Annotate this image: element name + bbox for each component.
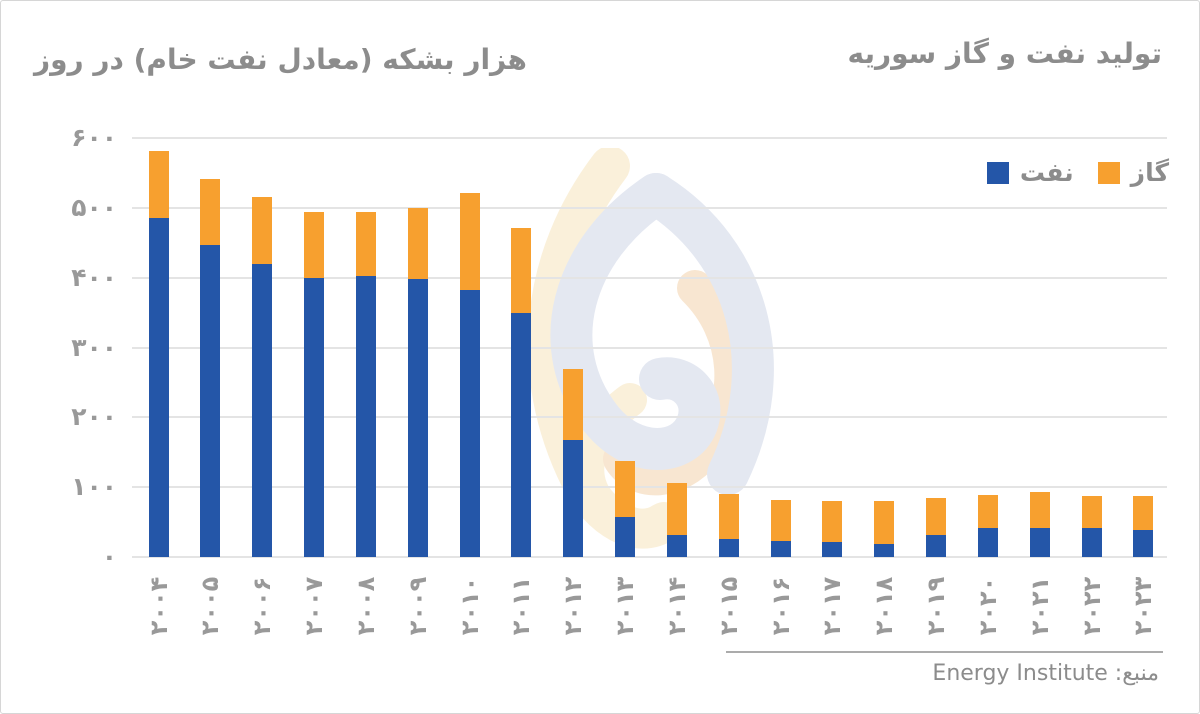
gridline bbox=[132, 137, 1167, 139]
legend-item: نفت bbox=[986, 158, 1074, 187]
bar-segment-oil bbox=[718, 538, 739, 557]
bar-segment-oil bbox=[666, 534, 687, 557]
bar-segment-oil bbox=[770, 540, 791, 557]
gridline bbox=[132, 276, 1167, 279]
x-tick-label: ۲۰۱۴ bbox=[662, 576, 691, 636]
x-tick-label: ۲۰۰۸ bbox=[351, 576, 380, 636]
x-tick-label: ۲۰۱۶ bbox=[766, 576, 795, 636]
bar-segment-oil bbox=[822, 541, 843, 557]
x-tick-label: ۲۰۲۱ bbox=[1025, 576, 1054, 636]
bar-segment-gas bbox=[1029, 492, 1050, 528]
bar-segment-gas bbox=[563, 369, 584, 440]
bar-segment-oil bbox=[355, 275, 376, 557]
bar-segment-gas bbox=[200, 179, 221, 245]
gridline bbox=[132, 416, 1167, 419]
x-tick-label: ۲۰۱۰ bbox=[455, 576, 484, 636]
y-tick-label: ۰ bbox=[101, 542, 117, 571]
y-tick-label: ۴۰۰ bbox=[71, 262, 117, 292]
x-tick-label: ۲۰۱۹ bbox=[922, 576, 951, 636]
legend-swatch bbox=[1097, 161, 1120, 184]
bar-segment-oil bbox=[200, 244, 221, 557]
bar-segment-gas bbox=[304, 212, 325, 278]
bar-segment-oil bbox=[304, 277, 325, 557]
gridline bbox=[132, 486, 1167, 489]
y-tick-label: ۵۰۰ bbox=[71, 192, 117, 222]
bar-segment-oil bbox=[1081, 528, 1102, 557]
bar-segment-oil bbox=[511, 313, 532, 557]
bar-segment-gas bbox=[770, 500, 791, 541]
bar-segment-gas bbox=[407, 207, 428, 280]
x-tick-label: ۲۰۱۸ bbox=[870, 576, 899, 636]
legend: گاز نفت bbox=[986, 158, 1169, 187]
bar-segment-gas bbox=[926, 498, 947, 535]
bar-segment-oil bbox=[459, 290, 480, 557]
x-tick-label: ۲۰۰۵ bbox=[196, 576, 225, 636]
bar-segment-oil bbox=[563, 439, 584, 557]
x-tick-label: ۲۰۱۳ bbox=[611, 576, 640, 636]
y-tick-label: ۲۰۰ bbox=[71, 402, 117, 432]
bar-segment-gas bbox=[874, 501, 895, 544]
x-tick-label: ۲۰۰۶ bbox=[248, 576, 277, 636]
legend-label: گاز bbox=[1130, 158, 1169, 187]
chart-title: تولید نفت و گاز سوریه bbox=[847, 37, 1162, 70]
x-tick-label: ۲۰۰۷ bbox=[300, 576, 329, 636]
bar-segment-gas bbox=[511, 228, 532, 314]
legend-item: گاز bbox=[1097, 158, 1169, 187]
bar-segment-oil bbox=[1029, 527, 1050, 557]
y-axis-unit-label: هزار بشکه (معادل نفت خام) در روز bbox=[34, 43, 527, 76]
bar-segment-oil bbox=[148, 218, 169, 557]
x-tick-label: ۲۰۰۴ bbox=[144, 576, 173, 636]
bar-segment-gas bbox=[459, 193, 480, 291]
y-tick-label: ۱۰۰ bbox=[71, 472, 117, 502]
bar-segment-gas bbox=[666, 482, 687, 535]
y-tick-label: ۶۰۰ bbox=[71, 123, 117, 152]
gridline bbox=[132, 206, 1167, 209]
bar-segment-oil bbox=[874, 543, 895, 557]
bar-segment-oil bbox=[1133, 529, 1154, 557]
bar-segment-gas bbox=[1133, 496, 1154, 530]
source-text: منبع: Energy Institute bbox=[932, 661, 1159, 686]
legend-label: نفت bbox=[1019, 158, 1074, 187]
x-tick-label: ۲۰۱۵ bbox=[714, 576, 743, 636]
bar-segment-oil bbox=[615, 517, 636, 557]
bar-segment-gas bbox=[822, 501, 843, 542]
x-tick-label: ۲۰۱۷ bbox=[818, 576, 847, 636]
bar-segment-gas bbox=[1081, 495, 1102, 529]
gridline bbox=[132, 346, 1167, 349]
bar-segment-oil bbox=[977, 527, 998, 557]
x-tick-label: ۲۰۲۰ bbox=[973, 576, 1002, 636]
source-divider bbox=[726, 651, 1163, 653]
bar-segment-gas bbox=[718, 494, 739, 539]
bar-segment-gas bbox=[615, 460, 636, 518]
gridline bbox=[132, 556, 1167, 558]
x-tick-label: ۲۰۲۲ bbox=[1077, 576, 1106, 636]
legend-swatch bbox=[986, 161, 1009, 184]
bar-segment-gas bbox=[252, 197, 273, 265]
bar-segment-gas bbox=[148, 150, 169, 219]
bar-segment-oil bbox=[407, 279, 428, 557]
bar-segment-gas bbox=[355, 212, 376, 276]
x-tick-label: ۲۰۰۹ bbox=[403, 576, 432, 636]
bar-segment-gas bbox=[977, 494, 998, 528]
x-tick-label: ۲۰۱۱ bbox=[507, 576, 536, 636]
bar-segment-oil bbox=[926, 534, 947, 557]
bar-segment-oil bbox=[252, 264, 273, 557]
y-tick-label: ۳۰۰ bbox=[71, 332, 117, 362]
x-tick-label: ۲۰۲۳ bbox=[1129, 576, 1158, 636]
x-tick-label: ۲۰۱۲ bbox=[559, 576, 588, 636]
